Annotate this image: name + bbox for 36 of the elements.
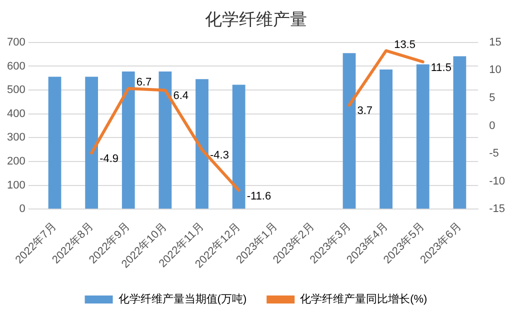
bar bbox=[342, 53, 356, 209]
y-tick-label: 600 bbox=[6, 60, 26, 72]
y2-tick-label: 10 bbox=[489, 64, 502, 76]
y-tick-label: 200 bbox=[6, 156, 26, 168]
bar bbox=[232, 84, 246, 209]
bar bbox=[416, 64, 430, 209]
data-label: -4.9 bbox=[100, 153, 119, 166]
chart-title: 化学纤维产量 bbox=[205, 10, 307, 29]
bar bbox=[380, 70, 393, 209]
data-label: 11.5 bbox=[430, 62, 452, 74]
data-label: -11.6 bbox=[246, 190, 272, 202]
data-label: 13.5 bbox=[394, 38, 416, 51]
y-tick-label: 400 bbox=[6, 108, 26, 120]
y2-tick-label: 0 bbox=[489, 120, 496, 132]
bar bbox=[48, 76, 62, 209]
y-tick-label: 100 bbox=[6, 179, 26, 192]
legend-label: 化学纤维产量当期值(万吨) bbox=[118, 292, 247, 306]
bar bbox=[85, 76, 98, 209]
bar bbox=[122, 71, 135, 209]
y-tick-label: 0 bbox=[19, 203, 26, 216]
y-tick-label: 300 bbox=[6, 132, 26, 144]
y2-tick-label: -10 bbox=[489, 175, 506, 188]
data-label: -4.3 bbox=[210, 150, 229, 162]
legend-label: 化学纤维产量同比增长(%) bbox=[300, 292, 428, 306]
bar bbox=[453, 56, 466, 209]
bar bbox=[158, 71, 172, 209]
y-tick-label: 700 bbox=[6, 36, 26, 48]
bar bbox=[196, 79, 208, 209]
y2-tick-label: 15 bbox=[489, 36, 502, 48]
data-label: 3.7 bbox=[357, 105, 373, 118]
data-label: 6.7 bbox=[136, 76, 152, 89]
y2-tick-label: -5 bbox=[489, 148, 499, 160]
y-tick-label: 500 bbox=[6, 84, 26, 96]
data-label: 6.4 bbox=[173, 90, 188, 102]
y2-tick-label: 5 bbox=[489, 92, 496, 104]
y2-tick-label: -15 bbox=[489, 203, 506, 216]
